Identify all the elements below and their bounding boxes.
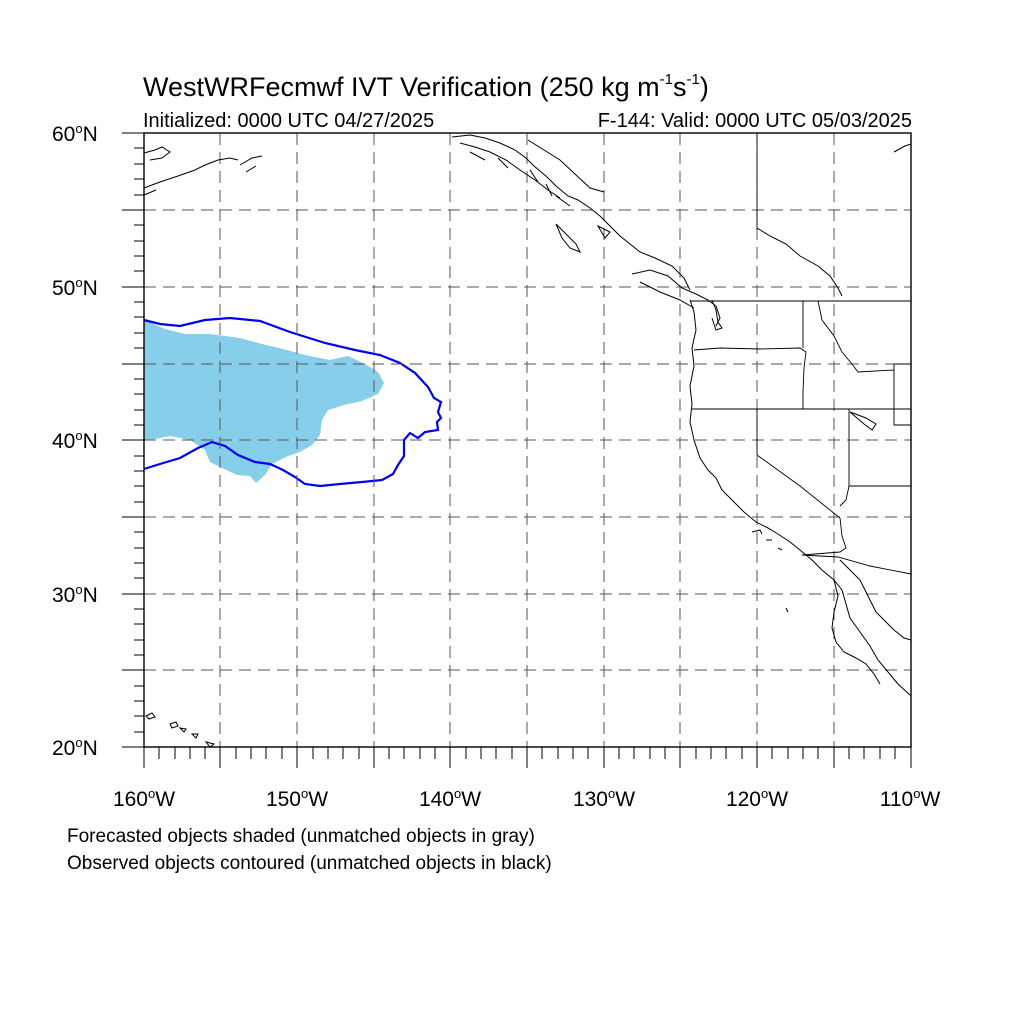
valid-time-label: F-144: Valid: 0000 UTC 05/03/2025	[597, 110, 912, 132]
coastlines	[143, 134, 912, 748]
political-boundaries	[690, 133, 912, 575]
lon-label-150: 150oW	[265, 786, 329, 811]
axis-ticks	[122, 132, 912, 768]
lat-label-20: 20oN	[52, 735, 98, 760]
lon-label-130: 130oW	[572, 786, 636, 811]
lat-lon-grid	[144, 133, 911, 747]
lat-label-40: 40oN	[52, 428, 98, 453]
lon-label-120: 120oW	[725, 786, 789, 811]
lat-label-50: 50oN	[52, 275, 98, 300]
forecast-object-shading	[144, 320, 384, 483]
plot-title: WestWRFecmwf IVT Verification (250 kg m-…	[143, 71, 709, 102]
lon-label-110: 110oW	[879, 786, 941, 811]
observed-object-contour	[143, 316, 443, 488]
init-time-label: Initialized: 0000 UTC 04/27/2025	[143, 110, 435, 132]
lon-label-140: 140oW	[418, 786, 482, 811]
lat-label-60: 60oN	[52, 121, 98, 146]
lon-label-160: 160oW	[112, 786, 176, 811]
lat-label-30: 30oN	[52, 582, 98, 607]
forecast-legend-note: Forecasted objects shaded (unmatched obj…	[67, 826, 535, 847]
observed-legend-note: Observed objects contoured (unmatched ob…	[67, 853, 552, 874]
